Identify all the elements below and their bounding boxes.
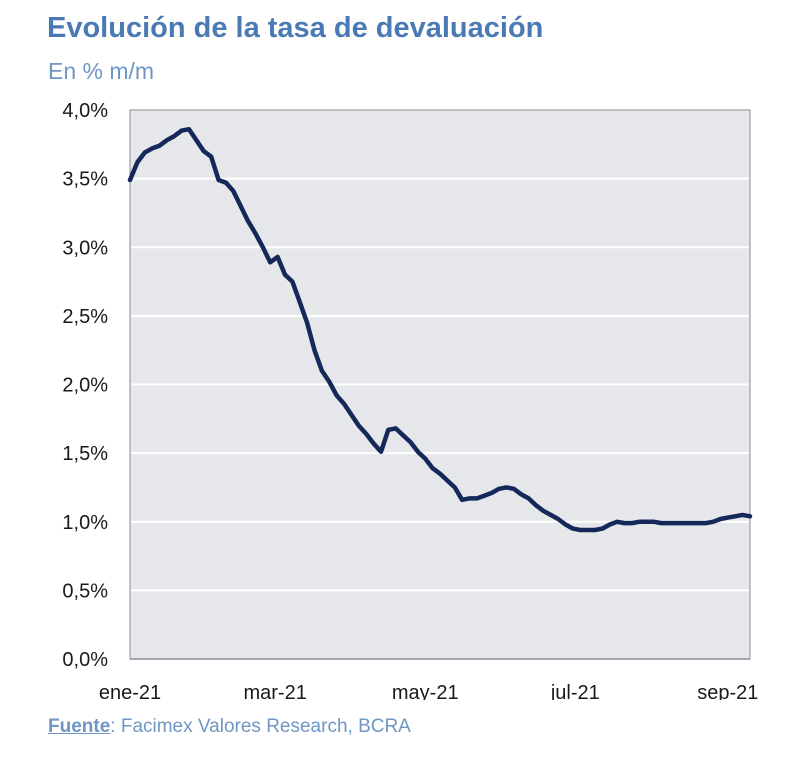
y-axis-tick-labels: 0,0% 0,5% 1,0% 1,5% 2,0% 2,5% 3,0% 3,5% 4,0% — [62, 100, 108, 671]
x-tick-label: may-21 — [392, 682, 459, 700]
source-note: Fuente: Facimex Valores Research, BCRA — [48, 716, 411, 738]
y-tick-label: 0,0% — [62, 649, 108, 671]
y-tick-label: 2,0% — [62, 375, 108, 397]
chart-subtitle: En % m/m — [48, 58, 155, 84]
y-tick-label: 3,0% — [62, 237, 108, 259]
grid-lines — [131, 177, 749, 592]
y-tick-label: 1,5% — [62, 443, 108, 465]
source-text: : Facimex Valores Research, BCRA — [110, 716, 411, 737]
y-tick-label: 1,0% — [62, 512, 108, 534]
chart-title: Evolución de la tasa de devaluación — [47, 12, 544, 44]
x-axis-tick-labels: ene-21 mar-21 may-21 jul-21 sep-21 — [99, 682, 759, 700]
y-tick-label: 2,5% — [62, 306, 108, 328]
source-label: Fuente — [48, 716, 111, 737]
x-tick-label: mar-21 — [243, 682, 306, 700]
line-chart: 0,0% 0,5% 1,0% 1,5% 2,0% 2,5% 3,0% 3,5% 4,0% ene… — [62, 100, 759, 700]
y-tick-label: 4,0% — [62, 100, 108, 122]
y-tick-label: 3,5% — [62, 169, 108, 191]
series-line — [127, 126, 753, 533]
x-tick-label: jul-21 — [550, 682, 600, 700]
y-tick-label: 0,5% — [62, 580, 108, 602]
x-tick-label: ene-21 — [99, 682, 161, 700]
x-tick-label: sep-21 — [697, 682, 758, 700]
